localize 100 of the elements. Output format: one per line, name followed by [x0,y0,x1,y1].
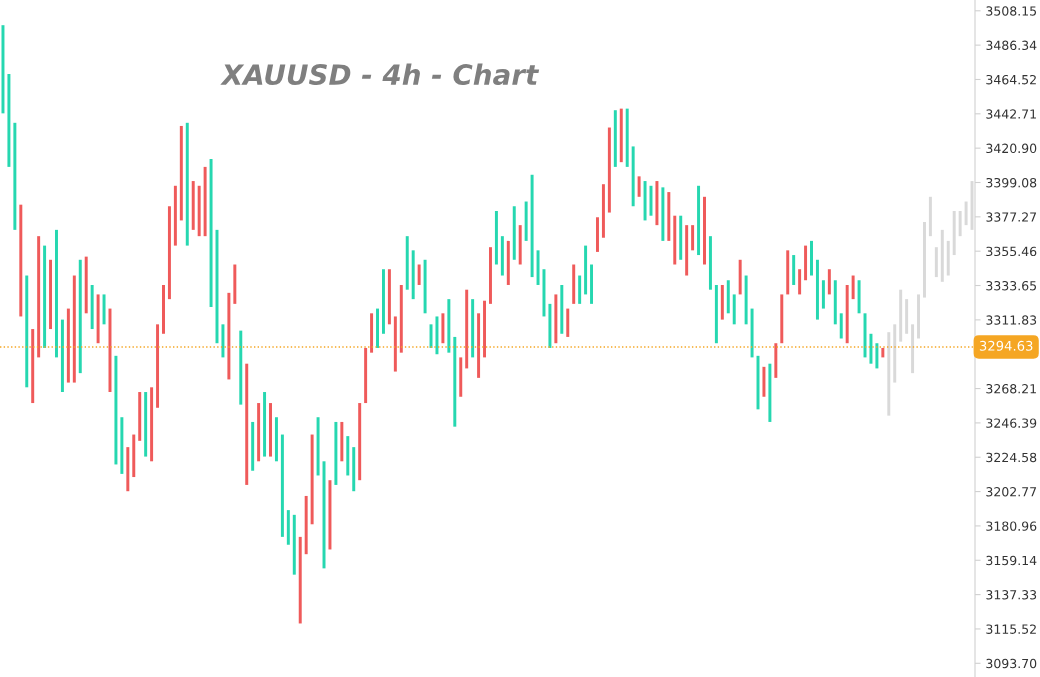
candlestick [150,387,154,462]
candlestick [102,294,106,325]
candlestick [7,74,11,167]
candlestick [393,316,397,372]
candlestick [405,236,409,290]
candlestick [839,313,843,339]
candlestick [263,392,267,457]
candlestick [554,294,558,344]
candlestick [54,229,58,358]
y-tick-label: 3224.58 [986,452,1037,463]
candlestick [423,259,427,314]
candlestick [542,269,546,317]
candlestick [560,284,564,334]
y-tick-label: 3442.71 [986,109,1036,119]
candlestick [738,259,742,295]
candlestick [911,324,915,374]
candlestick [893,324,897,383]
candlestick [72,275,76,383]
candlestick [483,300,487,358]
candlestick [863,313,867,358]
candlestick [714,284,718,344]
candlestick [720,284,724,320]
candlestick [453,336,457,427]
candlestick [126,447,130,492]
candlestick [584,245,588,295]
candlestick [78,259,82,374]
y-tick-label: 3137.33 [986,590,1037,600]
candlestick [905,299,909,334]
candlestick [744,275,748,325]
candlestick [524,201,528,241]
candlestick [786,250,790,295]
candlestick [548,303,552,348]
candlestick [578,275,582,304]
candlestick [762,366,766,397]
candlestick [90,284,94,330]
candlestick [596,217,599,252]
candlestick [376,308,379,348]
candlestick [952,210,956,256]
candlestick [280,434,284,537]
candlestick [500,236,504,276]
candlestick [19,204,23,317]
candlestick [144,392,148,457]
candlestick [304,495,308,555]
candlestick [590,264,594,304]
y-tick-label: 3508.15 [986,6,1037,16]
y-tick-label: 3246.39 [986,418,1037,428]
candlestick [566,308,570,337]
candlestick [673,215,677,265]
candlestick [857,280,861,314]
candlestick [512,206,516,260]
y-tick-label: 3202.77 [986,487,1037,497]
candlestick [899,289,903,342]
candlestick [364,347,368,404]
y-tick-label: 3464.52 [986,74,1036,85]
candlestick [399,284,403,353]
candlestick [494,210,498,265]
candlestick [792,255,796,285]
candlestick [934,247,938,278]
candlestick [536,250,540,285]
candlestick [251,421,255,471]
candlestick [43,245,47,348]
candlestick [804,245,808,281]
candlestick [946,240,950,276]
candlestick [173,185,177,246]
text: XAUUSD - 4h - Chart [220,63,540,86]
candlestick [691,225,695,251]
candlestick [316,417,320,476]
candlestick [625,108,629,167]
candlestick [417,264,421,285]
candlestick [613,110,617,167]
candlestick [810,240,813,276]
candlestick [334,421,338,485]
candlestick [572,264,576,304]
candlestick [381,269,385,334]
candlestick [162,284,165,334]
candlestick [619,108,623,163]
candlestick [132,434,136,478]
y-tick-label: 3377.27 [986,212,1037,222]
candlestick [108,308,112,393]
candlestick [203,166,207,237]
candlestick [209,159,213,308]
candlestick [922,221,926,298]
candlestick [441,313,445,344]
candlestick [49,259,53,330]
candlestick [530,174,534,278]
y-tick-label: 3399.08 [986,177,1037,188]
candlestick [459,357,463,397]
y-tick-label: 3420.90 [986,143,1037,154]
candlestick [851,275,855,300]
candlestick [679,215,683,260]
candlestick [447,299,451,353]
candlestick [601,184,605,238]
candlestick [411,250,415,300]
candlestick [167,206,171,300]
y-tick-label: 3333.65 [986,280,1037,291]
candlestick [768,363,772,422]
candlestick [245,363,249,485]
candlestick [732,294,736,325]
y-tick-label: 3093.70 [986,658,1037,669]
candlestick [845,284,849,344]
